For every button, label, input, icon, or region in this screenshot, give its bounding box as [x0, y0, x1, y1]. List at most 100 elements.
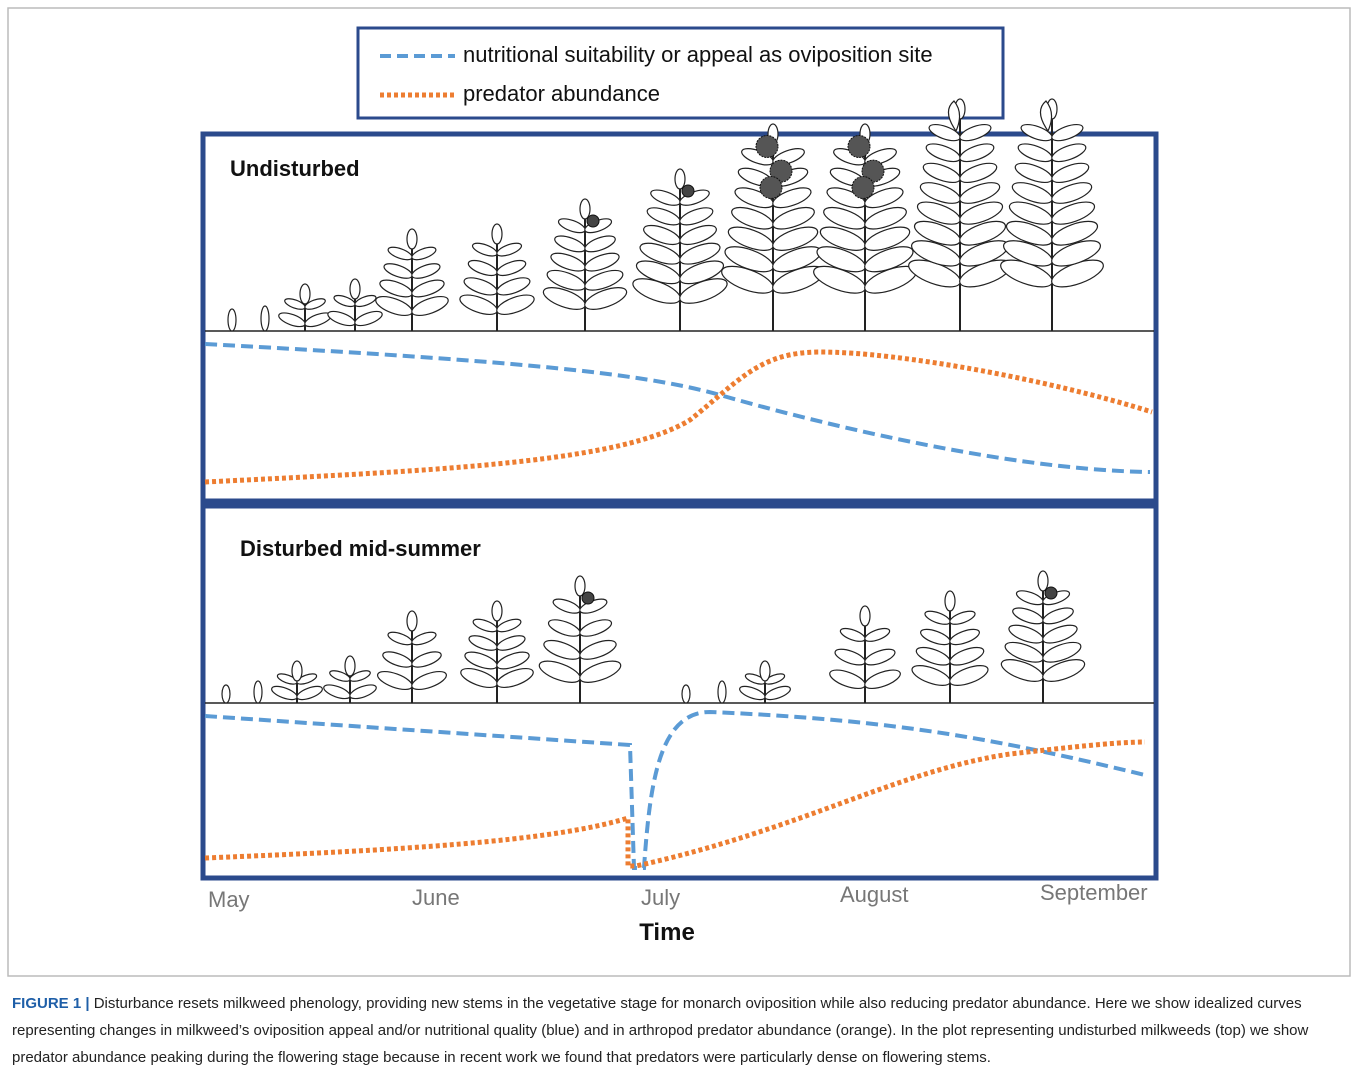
leaf	[1042, 624, 1078, 644]
leaf	[411, 670, 447, 691]
bud	[681, 184, 695, 198]
month-label: June	[412, 885, 460, 910]
predator-curve	[204, 349, 1153, 485]
plant	[375, 228, 449, 331]
plant	[460, 600, 534, 703]
leaf	[349, 670, 371, 682]
month-label: September	[1040, 880, 1148, 905]
leaf	[679, 260, 725, 285]
pod	[1039, 100, 1053, 133]
leaf	[959, 123, 992, 142]
leaf	[296, 673, 318, 685]
leaf	[944, 590, 956, 612]
leaf	[584, 252, 620, 272]
predator-curve	[204, 739, 1146, 869]
leaf	[491, 600, 503, 622]
plant	[813, 123, 917, 331]
leaf	[864, 669, 901, 690]
leaf	[411, 631, 437, 646]
plant	[221, 684, 231, 704]
leaf	[679, 242, 721, 265]
figure-graphic: nutritional suitability or appeal as ovi…	[7, 7, 1351, 977]
leaf	[864, 246, 914, 273]
leaf	[1042, 607, 1074, 625]
leaf	[411, 651, 442, 668]
leaf	[496, 242, 523, 257]
leaf	[1051, 123, 1084, 142]
leaf	[959, 201, 1004, 225]
leaf	[949, 664, 989, 687]
leaf	[1051, 201, 1096, 225]
plant	[538, 575, 622, 703]
plant	[829, 605, 901, 703]
leaf	[959, 162, 998, 184]
legend-label: predator abundance	[463, 81, 660, 106]
leaf	[949, 628, 980, 646]
caption: FIGURE 1 | Disturbance resets milkweed p…	[12, 990, 1348, 1071]
plant	[681, 684, 691, 704]
plant	[253, 680, 263, 704]
leaf	[1042, 641, 1082, 663]
panel-title: Disturbed mid-summer	[240, 536, 481, 561]
month-label: May	[208, 887, 250, 912]
leaf	[764, 673, 786, 685]
plant	[377, 610, 447, 703]
leaf	[1042, 659, 1086, 682]
bud	[581, 591, 595, 605]
leaf	[496, 259, 527, 277]
leaf	[344, 655, 356, 677]
leaf	[411, 263, 441, 279]
leaf	[354, 310, 383, 327]
plant	[323, 655, 377, 703]
sprout	[260, 305, 270, 332]
leaf	[584, 287, 628, 310]
leaf	[584, 235, 616, 253]
plant	[911, 590, 989, 703]
sprout	[681, 684, 691, 704]
leaf	[959, 143, 995, 163]
leaf	[584, 269, 624, 291]
leaf	[299, 283, 311, 305]
plant	[327, 278, 383, 331]
leaf	[579, 639, 617, 660]
leaf	[411, 246, 437, 261]
leaf	[864, 226, 911, 251]
pod	[947, 100, 961, 133]
sprout	[253, 680, 263, 704]
leaf	[949, 610, 976, 625]
sprout	[221, 684, 231, 704]
plant	[542, 198, 628, 331]
leaf	[496, 651, 530, 670]
month-label: July	[641, 885, 680, 910]
leaf	[496, 667, 534, 689]
leaf	[354, 294, 377, 308]
flower	[769, 159, 793, 183]
leaf	[959, 182, 1001, 204]
leaf	[411, 279, 445, 298]
leaf	[949, 646, 985, 666]
plant	[260, 305, 270, 332]
bud	[1044, 586, 1058, 600]
plant	[908, 98, 1012, 331]
leaf	[574, 575, 586, 597]
sprout	[227, 308, 237, 332]
leaf	[411, 295, 449, 317]
leaf	[406, 610, 418, 632]
leaf	[859, 605, 871, 627]
leaf	[406, 228, 418, 250]
leaf	[674, 168, 686, 190]
leaf	[349, 278, 361, 300]
leaf	[679, 207, 714, 226]
caption-label: FIGURE 1 |	[12, 995, 90, 1012]
sprout	[717, 680, 727, 704]
flower	[851, 176, 875, 199]
plant	[1000, 98, 1104, 331]
leaf	[291, 660, 303, 682]
flower	[861, 159, 885, 183]
figure-frame	[7, 7, 1351, 977]
leaf	[772, 206, 815, 230]
leaf	[864, 206, 907, 230]
legend-label: nutritional suitability or appeal as ovi…	[463, 42, 933, 67]
leaf	[772, 226, 819, 251]
